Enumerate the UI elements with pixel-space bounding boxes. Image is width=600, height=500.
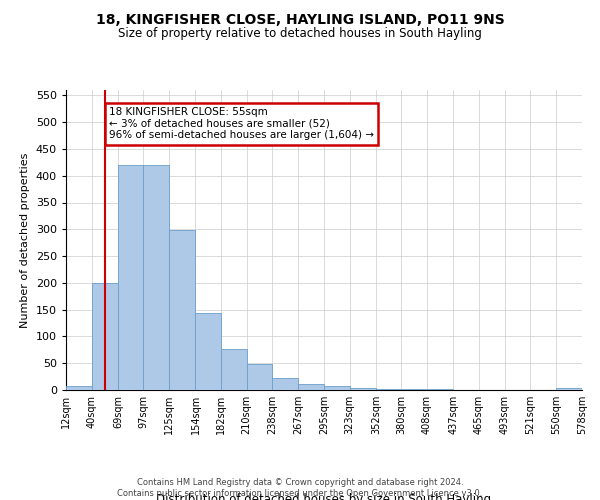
- X-axis label: Distribution of detached houses by size in South Hayling: Distribution of detached houses by size …: [157, 492, 491, 500]
- Bar: [376, 389, 401, 390]
- Bar: [169, 230, 196, 390]
- Y-axis label: Number of detached properties: Number of detached properties: [20, 152, 30, 328]
- Bar: [324, 386, 350, 390]
- Text: 18 KINGFISHER CLOSE: 55sqm
← 3% of detached houses are smaller (52)
96% of semi-: 18 KINGFISHER CLOSE: 55sqm ← 3% of detac…: [109, 107, 374, 140]
- Bar: [298, 384, 324, 390]
- Bar: [556, 388, 582, 390]
- Bar: [196, 314, 221, 390]
- Text: 18, KINGFISHER CLOSE, HAYLING ISLAND, PO11 9NS: 18, KINGFISHER CLOSE, HAYLING ISLAND, PO…: [95, 12, 505, 26]
- Text: Contains HM Land Registry data © Crown copyright and database right 2024.
Contai: Contains HM Land Registry data © Crown c…: [118, 478, 482, 498]
- Bar: [221, 349, 247, 390]
- Bar: [66, 386, 92, 390]
- Bar: [92, 283, 118, 390]
- Bar: [272, 378, 298, 390]
- Text: Size of property relative to detached houses in South Hayling: Size of property relative to detached ho…: [118, 28, 482, 40]
- Bar: [143, 165, 169, 390]
- Bar: [350, 388, 376, 390]
- Bar: [247, 364, 272, 390]
- Bar: [118, 165, 143, 390]
